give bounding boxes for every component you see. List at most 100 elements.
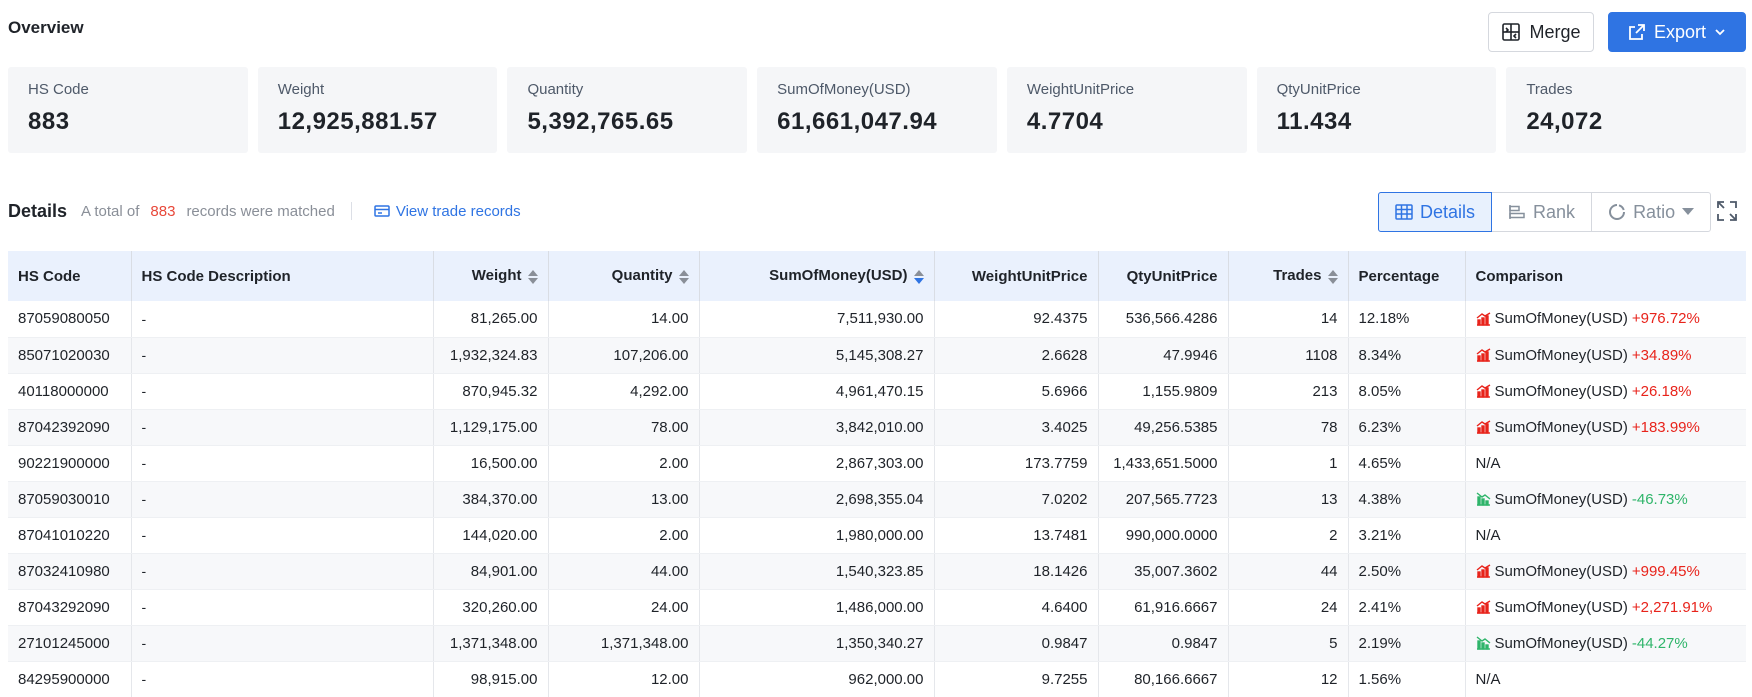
cell-weight-unit-price: 4.6400 [934,589,1099,626]
cell-percentage: 3.21% [1348,517,1466,554]
sort-icon[interactable] [527,269,538,285]
cell-trades: 1 [1228,445,1349,482]
comparison: SumOfMoney(USD) +183.99% [1476,419,1737,436]
header-description: HS Code Description [131,251,434,301]
table-row[interactable]: 87059030010-384,370.00 13.00 2,698,355.04 7… [8,481,1746,518]
cell-quantity: 12.00 [548,661,700,697]
header-trades[interactable]: Trades [1228,251,1349,301]
table-row[interactable]: 87032410980-84,901.00 44.00 1,540,323.85 18… [8,553,1746,590]
details-bar: Details A total of 883 records were matc… [8,196,521,226]
cell-percentage: 1.56% [1348,661,1466,697]
table-row[interactable]: 87043292090-320,260.00 24.00 1,486,000.00 4… [8,589,1746,626]
sort-icon[interactable] [1327,269,1338,285]
table-row[interactable]: 87042392090-1,129,175.00 78.00 3,842,010.0… [8,409,1746,446]
cell-description: - [131,625,434,662]
cell-weight: 1,129,175.00 [433,409,549,446]
export-icon [1629,24,1645,40]
card-label: QtyUnitPrice [1276,81,1361,98]
card-label: WeightUnitPrice [1026,81,1135,98]
sort-icon[interactable] [678,269,689,285]
cell-hs-code: 87042392090 [8,409,132,446]
trend-up-icon [1476,600,1490,614]
cell-comparison: SumOfMoney(USD) +999.45% [1465,553,1746,590]
trend-down-icon [1476,636,1490,650]
cell-description: - [131,481,434,518]
cell-quantity: 2.00 [548,517,700,554]
card-label: HS Code [28,81,89,98]
header-quantity-label: Quantity [611,267,673,285]
view-trade-records-link[interactable]: View trade records [374,203,521,220]
table-row[interactable]: 90221900000-16,500.00 2.00 2,867,303.00 173… [8,445,1746,482]
header-percentage: Percentage [1348,251,1466,301]
card-value: 883 [28,108,70,135]
cell-description: - [131,661,434,697]
table-row[interactable]: 87041010220-144,020.00 2.00 1,980,000.00 13… [8,517,1746,554]
cell-weight: 144,020.00 [433,517,549,554]
header-quantity[interactable]: Quantity [548,251,700,301]
cell-qty-unit-price: 990,000.0000 [1098,517,1229,554]
cell-hs-code: 87059030010 [8,481,132,518]
sort-desc-icon[interactable] [913,269,924,285]
cell-trades: 78 [1228,409,1349,446]
table-row[interactable]: 85071020030-1,932,324.83 107,206.00 5,145,… [8,337,1746,374]
divider [350,202,352,220]
table-row[interactable]: 27101245000-1,371,348.00 1,371,348.00 1,35… [8,625,1746,662]
cell-sum: 5,145,308.27 [699,337,935,374]
cell-quantity: 2.00 [548,445,700,482]
cell-hs-code: 87059080050 [8,301,132,338]
cell-weight: 1,932,324.83 [433,337,549,374]
table-row[interactable]: 40118000000-870,945.32 4,292.00 4,961,470.… [8,373,1746,410]
cell-sum: 1,540,323.85 [699,553,935,590]
comparison-value: +183.99% [1631,418,1700,436]
tab-details[interactable]: Details [1378,192,1493,232]
table-row[interactable]: 84295900000-98,915.00 12.00 962,000.00 9.72… [8,661,1746,697]
header-weight[interactable]: Weight [433,251,549,301]
merge-label: Merge [1529,21,1581,42]
cell-hs-code: 90221900000 [8,445,132,482]
trend-up-icon [1476,384,1490,398]
cell-weight: 870,945.32 [433,373,549,410]
tab-ratio[interactable]: Ratio [1592,193,1710,231]
table-row[interactable]: 87059080050-81,265.00 14.00 7,511,930.00 92… [8,301,1746,338]
cell-qty-unit-price: 1,433,651.5000 [1098,445,1229,482]
cell-description: - [131,301,434,338]
cell-weight-unit-price: 18.1426 [934,553,1099,590]
cell-sum: 4,961,470.15 [699,373,935,410]
cell-sum: 7,511,930.00 [699,301,935,338]
cell-hs-code: 27101245000 [8,625,132,662]
card-value: 12,925,881.57 [277,108,438,135]
export-button[interactable]: Export [1608,12,1746,52]
header-sum-label: SumOfMoney(USD) [769,267,908,285]
cell-weight-unit-price: 7.0202 [934,481,1099,518]
cell-weight-unit-price: 0.9847 [934,625,1099,662]
cell-hs-code: 87041010220 [8,517,132,554]
summary-cards: HS Code 883 Weight 12,925,881.57 Quantity 5,3… [8,67,1747,153]
view-trade-records-label: View trade records [395,202,521,220]
cell-trades: 24 [1228,589,1349,626]
cell-weight: 81,265.00 [433,301,549,338]
cell-weight-unit-price: 2.6628 [934,337,1099,374]
cell-qty-unit-price: 536,566.4286 [1098,301,1229,338]
comparison-label: SumOfMoney(USD) [1494,310,1628,328]
cell-percentage: 4.38% [1348,481,1466,518]
fullscreen-icon[interactable] [1716,200,1738,222]
summary-card-trades: Trades 24,072 [1506,67,1747,153]
comparison: SumOfMoney(USD) +976.72% [1476,310,1737,327]
summary-card-hs-code: HS Code 883 [8,67,248,153]
cell-quantity: 44.00 [548,553,700,590]
trend-down-icon [1476,492,1490,506]
comparison-value: +999.45% [1631,562,1700,580]
header-sum[interactable]: SumOfMoney(USD) [699,251,935,301]
card-icon [374,205,390,217]
cell-trades: 13 [1228,481,1349,518]
cell-sum: 2,867,303.00 [699,445,935,482]
cell-qty-unit-price: 61,916.6667 [1098,589,1229,626]
tab-rank[interactable]: Rank [1492,193,1593,231]
merge-button[interactable]: Merge [1488,12,1594,52]
comparison-label: SumOfMoney(USD) [1494,382,1628,400]
cell-comparison: N/A [1465,517,1746,554]
comparison: SumOfMoney(USD) -44.27% [1476,635,1737,652]
cell-description: - [131,409,434,446]
cell-description: - [131,337,434,374]
cell-quantity: 78.00 [548,409,700,446]
